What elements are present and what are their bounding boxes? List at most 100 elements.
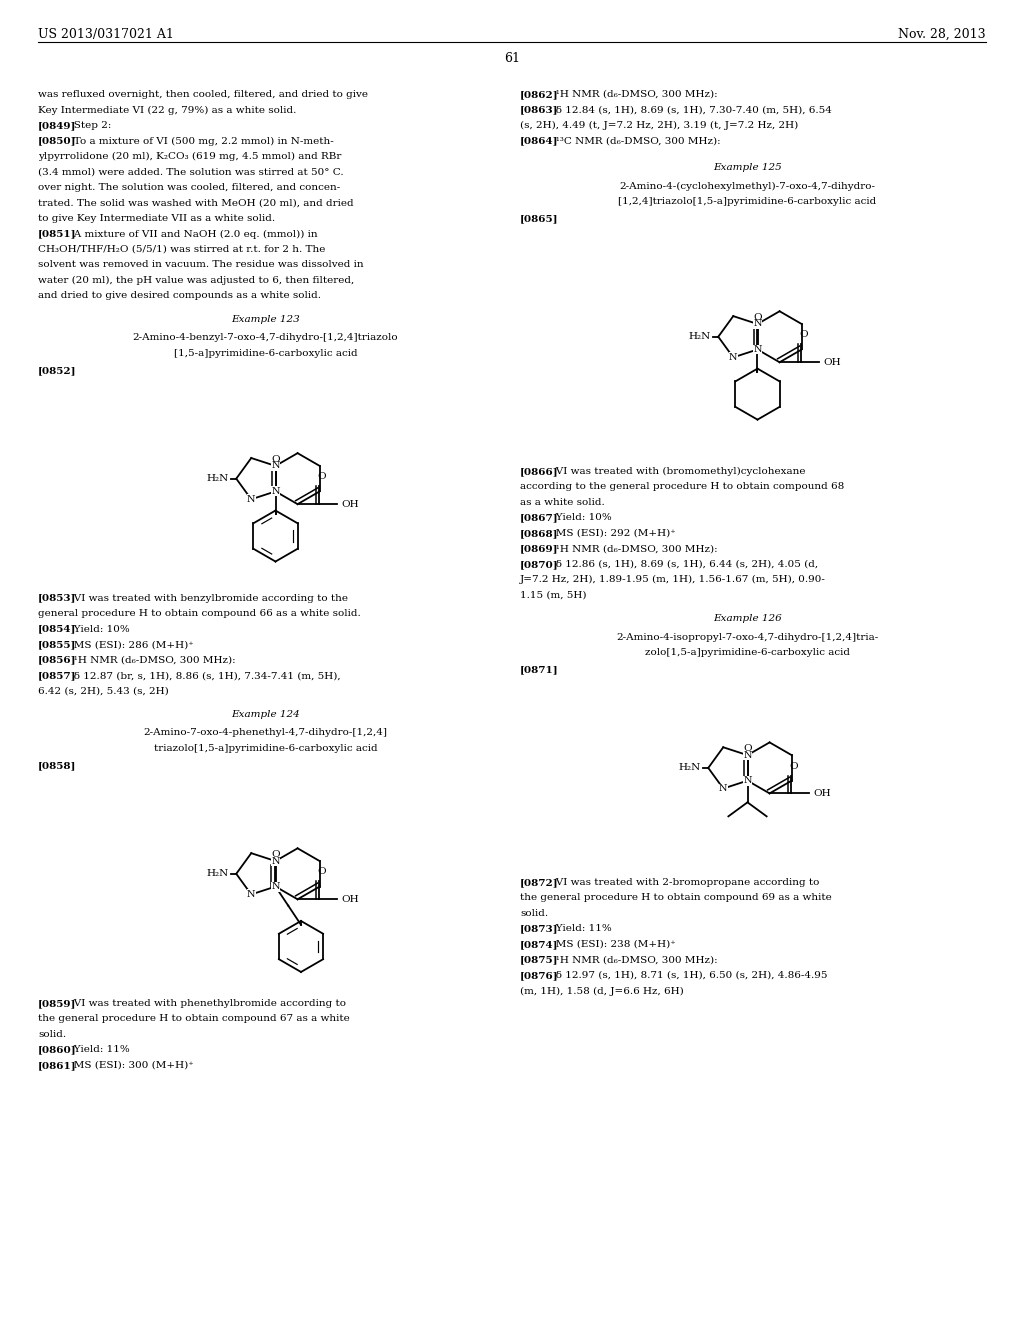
Text: H₂N: H₂N — [206, 870, 228, 878]
Text: N: N — [271, 462, 280, 470]
Text: VI was treated with 2-bromopropane according to: VI was treated with 2-bromopropane accor… — [546, 878, 819, 887]
Text: Yield: 11%: Yield: 11% — [65, 1045, 130, 1055]
Text: δ 12.97 (s, 1H), 8.71 (s, 1H), 6.50 (s, 2H), 4.86-4.95: δ 12.97 (s, 1H), 8.71 (s, 1H), 6.50 (s, … — [546, 972, 827, 979]
Text: [0855]: [0855] — [38, 640, 77, 649]
Text: [0853]: [0853] — [38, 594, 77, 603]
Text: [0849]: [0849] — [38, 121, 77, 129]
Text: [0870]: [0870] — [520, 560, 559, 569]
Text: as a white solid.: as a white solid. — [520, 498, 605, 507]
Text: [0859]: [0859] — [38, 999, 77, 1007]
Text: N: N — [754, 319, 762, 329]
Text: Yield: 10%: Yield: 10% — [65, 624, 130, 634]
Text: [0856]: [0856] — [38, 656, 77, 665]
Text: general procedure H to obtain compound 66 as a white solid.: general procedure H to obtain compound 6… — [38, 609, 360, 618]
Text: [0867]: [0867] — [520, 513, 559, 523]
Text: [0862]: [0862] — [520, 90, 559, 99]
Text: Example 124: Example 124 — [231, 710, 300, 719]
Text: the general procedure H to obtain compound 69 as a white: the general procedure H to obtain compou… — [520, 894, 831, 903]
Text: VI was treated with benzylbromide according to the: VI was treated with benzylbromide accord… — [65, 594, 348, 603]
Text: according to the general procedure H to obtain compound 68: according to the general procedure H to … — [520, 482, 844, 491]
Text: OH: OH — [341, 500, 358, 508]
Text: ylpyrrolidone (20 ml), K₂CO₃ (619 mg, 4.5 mmol) and RBr: ylpyrrolidone (20 ml), K₂CO₃ (619 mg, 4.… — [38, 152, 341, 161]
Text: [0869]: [0869] — [520, 544, 558, 553]
Text: [0876]: [0876] — [520, 972, 559, 979]
Text: ¹³C NMR (d₆-DMSO, 300 MHz):: ¹³C NMR (d₆-DMSO, 300 MHz): — [546, 136, 721, 145]
Text: Example 123: Example 123 — [231, 314, 300, 323]
Text: 2-Amino-7-oxo-4-phenethyl-4,7-dihydro-[1,2,4]: 2-Amino-7-oxo-4-phenethyl-4,7-dihydro-[1… — [143, 729, 387, 738]
Text: N: N — [271, 882, 280, 891]
Text: [0854]: [0854] — [38, 624, 77, 634]
Text: O: O — [743, 744, 752, 752]
Text: [1,2,4]triazolo[1,5-a]pyrimidine-6-carboxylic acid: [1,2,4]triazolo[1,5-a]pyrimidine-6-carbo… — [618, 197, 877, 206]
Text: [0871]: [0871] — [520, 665, 559, 675]
Text: O: O — [317, 473, 326, 482]
Text: (m, 1H), 1.58 (d, J=6.6 Hz, 6H): (m, 1H), 1.58 (d, J=6.6 Hz, 6H) — [520, 986, 684, 995]
Text: triazolo[1,5-a]pyrimidine-6-carboxylic acid: triazolo[1,5-a]pyrimidine-6-carboxylic a… — [154, 744, 377, 752]
Text: N: N — [271, 487, 280, 496]
Text: VI was treated with phenethylbromide according to: VI was treated with phenethylbromide acc… — [65, 999, 346, 1007]
Text: Example 126: Example 126 — [713, 614, 782, 623]
Text: H₂N: H₂N — [678, 763, 700, 772]
Text: N: N — [743, 776, 752, 785]
Text: 2-Amino-4-isopropyl-7-oxo-4,7-dihydro-[1,2,4]tria-: 2-Amino-4-isopropyl-7-oxo-4,7-dihydro-[1… — [616, 632, 879, 642]
Text: CH₃OH/THF/H₂O (5/5/1) was stirred at r.t. for 2 h. The: CH₃OH/THF/H₂O (5/5/1) was stirred at r.t… — [38, 246, 326, 253]
Text: (s, 2H), 4.49 (t, J=7.2 Hz, 2H), 3.19 (t, J=7.2 Hz, 2H): (s, 2H), 4.49 (t, J=7.2 Hz, 2H), 3.19 (t… — [520, 121, 799, 131]
Text: [0873]: [0873] — [520, 924, 558, 933]
Text: OH: OH — [813, 789, 830, 797]
Text: was refluxed overnight, then cooled, filtered, and dried to give: was refluxed overnight, then cooled, fil… — [38, 90, 368, 99]
Text: trated. The solid was washed with MeOH (20 ml), and dried: trated. The solid was washed with MeOH (… — [38, 198, 353, 207]
Text: water (20 ml), the pH value was adjusted to 6, then filtered,: water (20 ml), the pH value was adjusted… — [38, 276, 354, 285]
Text: [0857]: [0857] — [38, 671, 77, 680]
Text: H₂N: H₂N — [688, 333, 711, 342]
Text: [0868]: [0868] — [520, 529, 558, 537]
Text: 2-Amino-4-(cyclohexylmethyl)-7-oxo-4,7-dihydro-: 2-Amino-4-(cyclohexylmethyl)-7-oxo-4,7-d… — [620, 181, 876, 190]
Text: A mixture of VII and NaOH (2.0 eq. (mmol)) in: A mixture of VII and NaOH (2.0 eq. (mmol… — [65, 230, 317, 239]
Text: [0866]: [0866] — [520, 467, 559, 475]
Text: O: O — [271, 850, 280, 859]
Text: δ 12.87 (br, s, 1H), 8.86 (s, 1H), 7.34-7.41 (m, 5H),: δ 12.87 (br, s, 1H), 8.86 (s, 1H), 7.34-… — [65, 671, 341, 680]
Text: O: O — [317, 867, 326, 876]
Text: OH: OH — [823, 358, 841, 367]
Text: [0865]: [0865] — [520, 214, 558, 223]
Text: N: N — [719, 784, 727, 793]
Text: Key Intermediate VI (22 g, 79%) as a white solid.: Key Intermediate VI (22 g, 79%) as a whi… — [38, 106, 296, 115]
Text: 61: 61 — [504, 51, 520, 65]
Text: [1,5-a]pyrimidine-6-carboxylic acid: [1,5-a]pyrimidine-6-carboxylic acid — [174, 348, 357, 358]
Text: 6.42 (s, 2H), 5.43 (s, 2H): 6.42 (s, 2H), 5.43 (s, 2H) — [38, 686, 169, 696]
Text: O: O — [799, 330, 808, 339]
Text: ¹H NMR (d₆-DMSO, 300 MHz):: ¹H NMR (d₆-DMSO, 300 MHz): — [65, 656, 236, 665]
Text: [0850]: [0850] — [38, 136, 77, 145]
Text: δ 12.84 (s, 1H), 8.69 (s, 1H), 7.30-7.40 (m, 5H), 6.54: δ 12.84 (s, 1H), 8.69 (s, 1H), 7.30-7.40… — [546, 106, 831, 115]
Text: [0860]: [0860] — [38, 1045, 77, 1055]
Text: [0872]: [0872] — [520, 878, 559, 887]
Text: [0875]: [0875] — [520, 956, 558, 965]
Text: N: N — [743, 751, 752, 759]
Text: O: O — [754, 313, 762, 322]
Text: and dried to give desired compounds as a white solid.: and dried to give desired compounds as a… — [38, 292, 321, 301]
Text: 1.15 (m, 5H): 1.15 (m, 5H) — [520, 591, 587, 599]
Text: (3.4 mmol) were added. The solution was stirred at 50° C.: (3.4 mmol) were added. The solution was … — [38, 168, 344, 177]
Text: O: O — [788, 762, 798, 771]
Text: to give Key Intermediate VII as a white solid.: to give Key Intermediate VII as a white … — [38, 214, 275, 223]
Text: solid.: solid. — [38, 1030, 67, 1039]
Text: Step 2:: Step 2: — [65, 121, 112, 129]
Text: MS (ESI): 286 (M+H)⁺: MS (ESI): 286 (M+H)⁺ — [65, 640, 194, 649]
Text: ¹H NMR (d₆-DMSO, 300 MHz):: ¹H NMR (d₆-DMSO, 300 MHz): — [546, 956, 718, 965]
Text: [0858]: [0858] — [38, 762, 77, 770]
Text: VI was treated with (bromomethyl)cyclohexane: VI was treated with (bromomethyl)cyclohe… — [546, 467, 806, 477]
Text: O: O — [271, 454, 280, 463]
Text: Yield: 11%: Yield: 11% — [546, 924, 612, 933]
Text: 2-Amino-4-benzyl-7-oxo-4,7-dihydro-[1,2,4]triazolo: 2-Amino-4-benzyl-7-oxo-4,7-dihydro-[1,2,… — [133, 334, 398, 342]
Text: over night. The solution was cooled, filtered, and concen-: over night. The solution was cooled, fil… — [38, 183, 340, 191]
Text: N: N — [247, 495, 256, 504]
Text: ¹H NMR (d₆-DMSO, 300 MHz):: ¹H NMR (d₆-DMSO, 300 MHz): — [546, 544, 718, 553]
Text: MS (ESI): 292 (M+H)⁺: MS (ESI): 292 (M+H)⁺ — [546, 529, 676, 537]
Text: Yield: 10%: Yield: 10% — [546, 513, 612, 523]
Text: OH: OH — [341, 895, 358, 904]
Text: Nov. 28, 2013: Nov. 28, 2013 — [898, 28, 986, 41]
Text: H₂N: H₂N — [206, 474, 228, 483]
Text: [0863]: [0863] — [520, 106, 558, 115]
Text: solid.: solid. — [520, 909, 548, 917]
Text: N: N — [729, 352, 737, 362]
Text: N: N — [754, 345, 762, 354]
